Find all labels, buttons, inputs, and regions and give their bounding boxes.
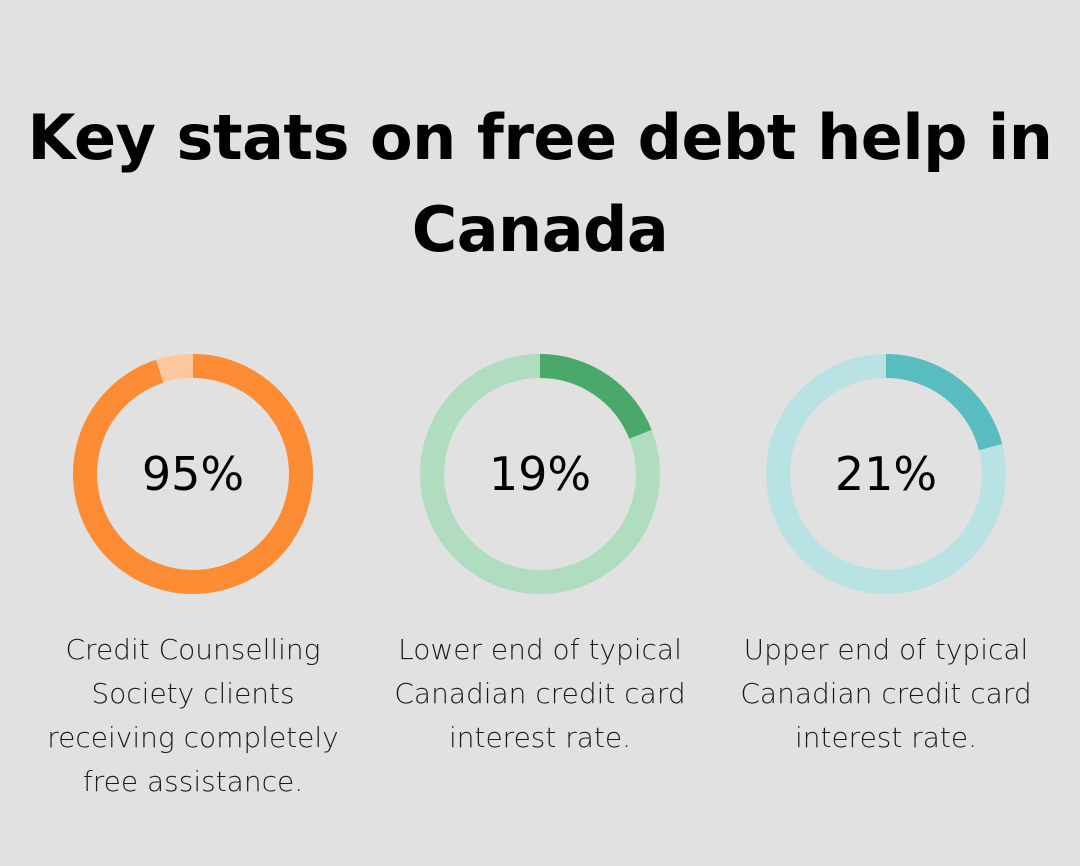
donut-chart-free-assistance: 95%: [73, 354, 313, 594]
stat-card-lower-rate: 19% Lower end of typical Canadian credit…: [380, 352, 700, 760]
page-title: Key stats on free debt help in Canada: [27, 101, 1053, 266]
stat-value-label: 95%: [142, 447, 244, 501]
donut-value-arc: [73, 354, 313, 594]
donut-chart-upper-rate: 21%: [766, 354, 1006, 594]
stat-description: Credit Counselling Society clients recei…: [47, 633, 339, 798]
stat-value-label: 19%: [489, 447, 591, 501]
stat-value-label: 21%: [835, 447, 937, 501]
stat-description: Upper end of typical Canadian credit car…: [740, 633, 1032, 754]
stat-card-upper-rate: 21% Upper end of typical Canadian credit…: [726, 352, 1046, 760]
donut-chart-lower-rate: 19%: [420, 354, 660, 594]
stat-description: Lower end of typical Canadian credit car…: [394, 633, 686, 754]
donut-value-arc: [885, 354, 1003, 451]
donut-value-arc: [539, 354, 652, 439]
stat-card-free-assistance: 95% Credit Counselling Society clients r…: [33, 352, 353, 804]
